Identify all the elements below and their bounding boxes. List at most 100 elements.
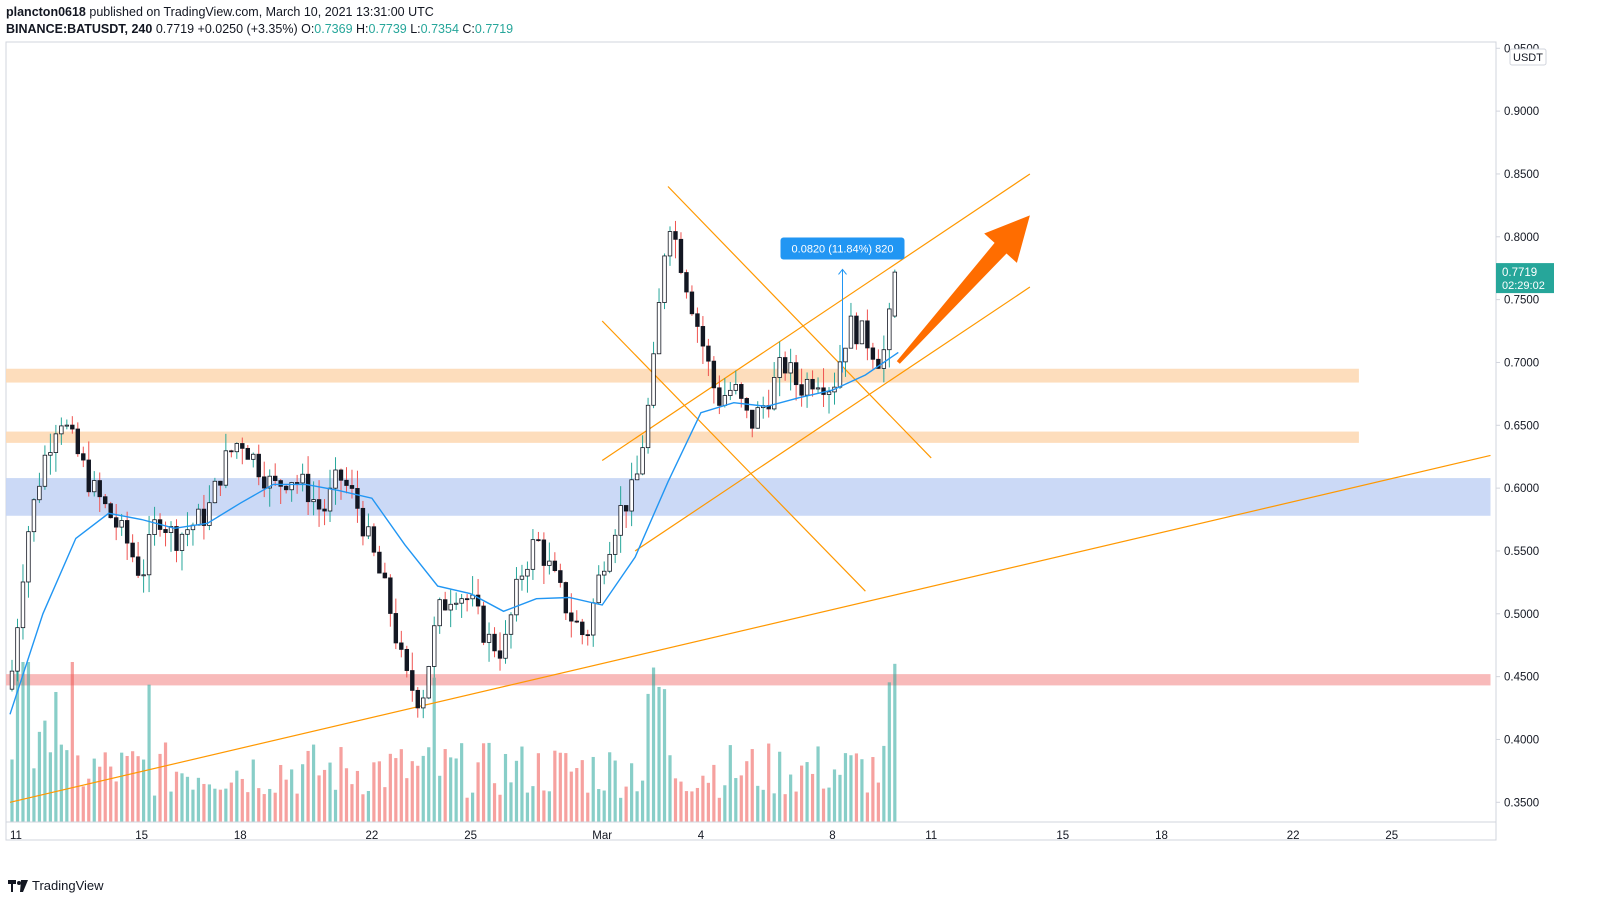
candle-body[interactable] — [86, 459, 91, 493]
candle-body[interactable] — [426, 666, 431, 699]
candle-body[interactable] — [706, 345, 711, 362]
candle-body[interactable] — [881, 349, 887, 369]
candle-body[interactable] — [399, 642, 404, 650]
candle-body[interactable] — [739, 384, 744, 399]
candle-body[interactable] — [837, 361, 843, 388]
candle-body[interactable] — [388, 577, 393, 614]
candle-body[interactable] — [722, 395, 728, 406]
channel-upper-line[interactable] — [601, 173, 1031, 461]
candle-body[interactable] — [201, 508, 207, 526]
candle-body[interactable] — [854, 315, 859, 345]
candle-body[interactable] — [552, 560, 558, 572]
candle-body[interactable] — [771, 377, 777, 410]
candle-body[interactable] — [64, 424, 70, 427]
candle-body[interactable] — [262, 476, 267, 489]
candle-body[interactable] — [179, 533, 185, 551]
candle-body[interactable] — [618, 505, 623, 536]
candle-body[interactable] — [645, 404, 651, 449]
candle-body[interactable] — [876, 358, 881, 369]
author-name[interactable]: plancton0618 — [6, 5, 86, 19]
candle-body[interactable] — [547, 560, 552, 566]
candle-body[interactable] — [212, 480, 218, 504]
candle-body[interactable] — [81, 453, 86, 461]
candle-body[interactable] — [432, 625, 437, 667]
candle-body[interactable] — [848, 315, 854, 349]
candle-body[interactable] — [53, 433, 59, 453]
candle-body[interactable] — [333, 469, 338, 489]
candle-body[interactable] — [437, 599, 442, 627]
candle-body[interactable] — [152, 519, 157, 535]
candle-body[interactable] — [278, 480, 283, 487]
candle-body[interactable] — [711, 360, 717, 389]
candle-body[interactable] — [442, 599, 448, 611]
candle-body[interactable] — [799, 384, 804, 396]
candle-body[interactable] — [826, 391, 832, 395]
candle-body[interactable] — [651, 353, 656, 406]
candle-body[interactable] — [777, 357, 782, 378]
candle-body[interactable] — [865, 320, 870, 349]
candle-body[interactable] — [15, 627, 20, 672]
candle-body[interactable] — [168, 526, 174, 533]
candle-body[interactable] — [349, 485, 355, 489]
candle-body[interactable] — [371, 526, 377, 553]
candle-body[interactable] — [629, 479, 634, 512]
candle-body[interactable] — [305, 473, 311, 503]
candle-body[interactable] — [728, 389, 733, 396]
candle-body[interactable] — [272, 475, 278, 481]
long-support-trendline[interactable] — [9, 454, 1491, 803]
unit-badge[interactable] — [1509, 48, 1547, 66]
candle-body[interactable] — [338, 469, 344, 481]
candle-body[interactable] — [640, 447, 645, 475]
candle-body[interactable] — [108, 503, 113, 519]
candle-body[interactable] — [612, 534, 618, 555]
measure-label-box[interactable] — [780, 237, 905, 260]
candle-body[interactable] — [596, 574, 601, 604]
candle-body[interactable] — [124, 520, 130, 544]
candle-body[interactable] — [234, 443, 240, 453]
candle-body[interactable] — [793, 362, 799, 386]
candle-body[interactable] — [75, 428, 80, 455]
candle-body[interactable] — [223, 450, 229, 486]
candle-body[interactable] — [410, 670, 415, 691]
candle-body[interactable] — [113, 517, 119, 528]
candle-body[interactable] — [163, 529, 168, 533]
candle-body[interactable] — [377, 551, 382, 574]
candle-body[interactable] — [103, 496, 108, 505]
candle-body[interactable] — [887, 308, 892, 351]
candle-body[interactable] — [492, 633, 497, 652]
candle-body[interactable] — [733, 384, 738, 391]
candle-body[interactable] — [591, 602, 596, 636]
candle-body[interactable] — [804, 378, 810, 396]
candle-body[interactable] — [750, 409, 755, 429]
candle-body[interactable] — [667, 231, 673, 257]
candle-body[interactable] — [59, 425, 64, 435]
candle-body[interactable] — [453, 602, 459, 605]
candle-body[interactable] — [689, 291, 695, 315]
wedge-descending-upper[interactable] — [667, 186, 932, 459]
candle-body[interactable] — [519, 575, 525, 580]
candle-body[interactable] — [174, 526, 179, 551]
candle-body[interactable] — [31, 499, 37, 533]
candle-body[interactable] — [678, 238, 684, 273]
candle-body[interactable] — [530, 539, 536, 570]
candle-body[interactable] — [558, 570, 563, 583]
candle-body[interactable] — [569, 612, 574, 622]
candle-body[interactable] — [497, 650, 503, 659]
candle-body[interactable] — [892, 271, 898, 317]
candle-body[interactable] — [602, 570, 607, 576]
price-axis[interactable]: 0.95000.90000.85000.80000.75000.70000.65… — [1496, 43, 1554, 809]
candle-body[interactable] — [514, 578, 519, 616]
candle-body[interactable] — [289, 482, 294, 491]
candle-body[interactable] — [810, 378, 815, 390]
candle-body[interactable] — [20, 581, 26, 629]
candle-body[interactable] — [322, 508, 327, 512]
candle-body[interactable] — [662, 255, 667, 303]
candle-body[interactable] — [404, 648, 409, 671]
candle-body[interactable] — [251, 453, 256, 460]
candle-body[interactable] — [815, 387, 821, 390]
candle-body[interactable] — [311, 499, 316, 503]
candle-body[interactable] — [229, 450, 234, 453]
candle-body[interactable] — [218, 480, 223, 486]
candle-body[interactable] — [130, 542, 135, 558]
